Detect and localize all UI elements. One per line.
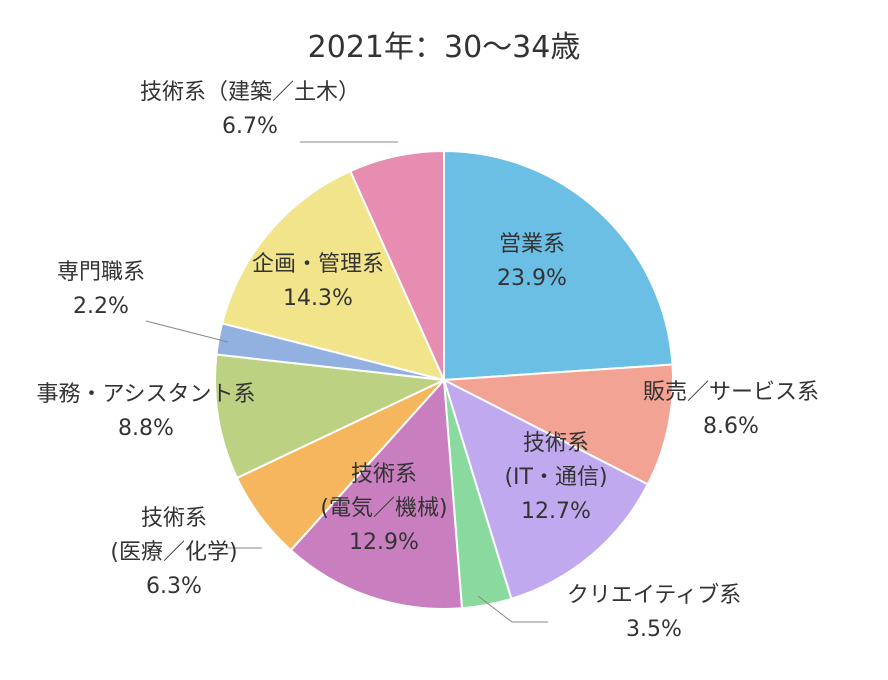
slices-layer — [214, 149, 674, 610]
slice-category-label-1-0: 販売／サービス系 — [643, 380, 819, 405]
slice-category-label-5-0: 技術系 — [141, 506, 207, 531]
slice-category-label-0-0: 営業系 — [499, 232, 565, 257]
slice-category-label-8-0: 企画・管理系 — [252, 252, 384, 277]
pie-slice-4 — [289, 377, 464, 610]
labels-layer: 営業系 23.9% 販売／サービス系 8.6% 技術系 (IT・通信) 12.7% クリエイテ… — [36, 80, 819, 642]
slice-category-label-4-1: (電気／機械) — [320, 496, 447, 521]
slice-category-label-2-1: (IT・通信) — [504, 465, 607, 490]
leader-line-7 — [145, 320, 229, 343]
slice-category-label-6-0: 事務・アシスタント系 — [36, 382, 255, 407]
slice-value-label-5: 6.3% — [146, 574, 202, 599]
slice-category-label-5-1: (医療／化学) — [110, 540, 237, 565]
slice-value-label-3: 3.5% — [626, 617, 682, 642]
pie-slice-9 — [349, 149, 445, 381]
slice-value-label-2: 12.7% — [521, 499, 591, 524]
slice-value-label-0: 23.9% — [497, 266, 567, 291]
chart-title: 2021年：30〜34歳 — [307, 30, 581, 65]
slice-value-label-4: 12.9% — [349, 530, 419, 555]
slice-category-label-4-0: 技術系 — [351, 462, 417, 487]
slice-category-label-3-0: クリエイティブ系 — [567, 583, 741, 608]
pie-slice-0 — [443, 149, 674, 382]
pie-slice-8 — [220, 169, 446, 382]
slice-value-label-1: 8.6% — [703, 414, 759, 439]
slice-value-label-6: 8.8% — [118, 416, 174, 441]
leader-lines-layer — [145, 141, 548, 623]
slice-value-label-8: 14.3% — [283, 286, 353, 311]
slice-category-label-7-0: 専門職系 — [57, 260, 145, 285]
slice-value-label-9: 6.7% — [222, 114, 278, 139]
pie-slice-6 — [214, 353, 448, 480]
slice-category-label-2-0: 技術系 — [523, 431, 589, 456]
slice-category-label-9-0: 技術系（建築／土木） — [140, 80, 360, 105]
pie-slice-1 — [440, 363, 674, 486]
leader-line-3 — [477, 595, 548, 623]
slice-value-label-7: 2.2% — [73, 294, 129, 319]
